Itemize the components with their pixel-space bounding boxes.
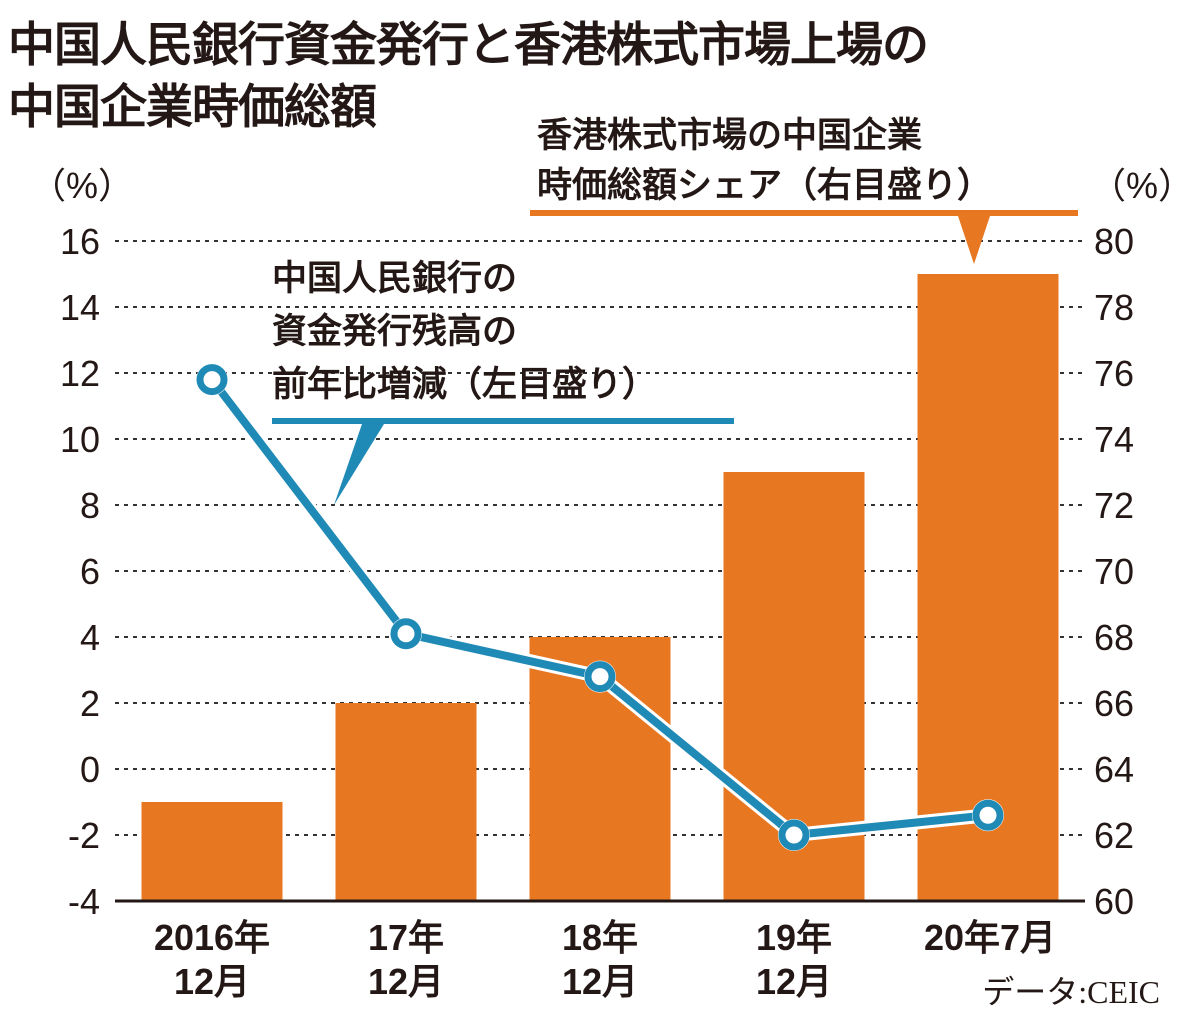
- left-tick-label: 8: [80, 485, 100, 526]
- x-category-label: 12月: [562, 961, 638, 1002]
- bar-0: [141, 802, 283, 901]
- left-tick-label: 6: [80, 551, 100, 592]
- right-tick-label: 78: [1094, 287, 1134, 328]
- right-tick-label: 64: [1094, 749, 1134, 790]
- right-tick-label: 72: [1094, 485, 1134, 526]
- line-point-1: [390, 618, 422, 650]
- right-tick-label: 76: [1094, 353, 1134, 394]
- x-category-label: 19年: [756, 917, 832, 958]
- line-point-3: [778, 819, 810, 851]
- right-axis-unit: （%）: [1090, 165, 1194, 206]
- left-tick-label: 2: [80, 683, 100, 724]
- line-legend-line-1: 中国人民銀行の: [272, 259, 517, 299]
- line-legend-line-2: 資金発行残高の: [272, 311, 517, 352]
- right-tick-label: 62: [1094, 815, 1134, 856]
- bar-legend-line-1: 香港株式市場の中国企業: [537, 115, 922, 156]
- x-category-label: 20年7月: [924, 917, 1056, 958]
- left-tick-label: 14: [60, 287, 100, 328]
- line-point-2: [584, 661, 616, 693]
- x-category-label: 17年: [368, 917, 444, 958]
- left-tick-label: 4: [80, 617, 100, 658]
- x-category-label: 18年: [562, 917, 638, 958]
- x-category-label: 2016年: [154, 917, 270, 958]
- left-tick-label: 16: [60, 221, 100, 262]
- line-point-0: [196, 364, 228, 396]
- right-tick-label: 68: [1094, 617, 1134, 658]
- right-tick-label: 74: [1094, 419, 1134, 460]
- bar-legend-pointer: [958, 216, 990, 264]
- chart-title-line-2: 中国企業時価総額: [8, 80, 377, 135]
- right-tick-label: 66: [1094, 683, 1134, 724]
- right-tick-label: 60: [1094, 881, 1134, 922]
- left-tick-label: 0: [80, 749, 100, 790]
- left-tick-label: -2: [68, 815, 100, 856]
- right-tick-label: 80: [1094, 221, 1134, 262]
- x-category-label: 12月: [174, 961, 250, 1002]
- left-tick-label: -4: [68, 881, 100, 922]
- chart-title-line-1: 中国人民銀行資金発行と香港株式市場上場の: [8, 18, 929, 73]
- line-legend-underline: [272, 418, 734, 424]
- bar-4: [917, 274, 1059, 901]
- source-note: データ:CEIC: [982, 974, 1160, 1010]
- line-legend-pointer: [334, 424, 384, 505]
- x-category-label: 12月: [368, 961, 444, 1002]
- left-axis-unit: （%）: [30, 165, 134, 206]
- right-tick-label: 70: [1094, 551, 1134, 592]
- x-category-label: 12月: [756, 961, 832, 1002]
- line-legend-line-3: 前年比増減（左目盛り）: [272, 365, 657, 405]
- bar-legend-underline: [530, 210, 1078, 216]
- line-point-4: [972, 799, 1004, 831]
- left-tick-label: 12: [60, 353, 100, 394]
- left-tick-label: 10: [60, 419, 100, 460]
- bar-1: [335, 703, 477, 901]
- bar-legend-line-2: 時価総額シェア（右目盛り）: [537, 166, 992, 206]
